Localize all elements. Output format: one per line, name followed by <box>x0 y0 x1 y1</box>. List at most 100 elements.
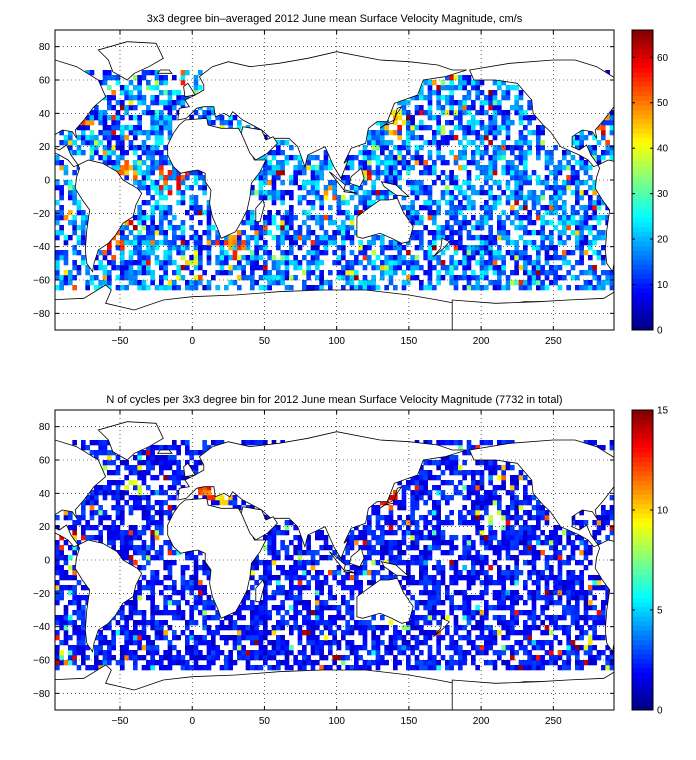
heatmap-cell <box>341 635 346 641</box>
heatmap-cell <box>510 85 515 91</box>
heatmap-cell <box>102 70 108 76</box>
heatmap-cell <box>263 660 268 666</box>
heatmap-cell <box>510 105 515 111</box>
heatmap-cell <box>453 285 459 291</box>
heatmap-cell <box>492 110 498 116</box>
heatmap-cell <box>536 180 541 186</box>
heatmap-cell <box>410 190 415 196</box>
heatmap-cell <box>488 580 493 586</box>
heatmap-cell <box>553 265 558 271</box>
heatmap-cell <box>427 645 433 651</box>
heatmap-cell <box>505 165 511 171</box>
heatmap-cell <box>510 485 515 491</box>
heatmap-cell <box>380 630 385 636</box>
heatmap-cell <box>193 565 199 571</box>
heatmap-cell <box>150 120 155 126</box>
heatmap-cell <box>206 605 212 611</box>
heatmap-cell <box>354 255 359 261</box>
heatmap-cell <box>176 285 181 291</box>
coastline <box>177 51 467 180</box>
heatmap-cell <box>185 175 190 181</box>
heatmap-cell <box>471 120 476 126</box>
heatmap-cell <box>471 570 476 576</box>
heatmap-cell <box>475 650 480 656</box>
heatmap-cell <box>523 485 528 491</box>
heatmap-cell <box>488 205 493 211</box>
heatmap-cell <box>471 545 476 551</box>
heatmap-cell <box>406 120 411 126</box>
heatmap-cell <box>371 650 376 656</box>
heatmap-cell <box>323 600 329 606</box>
heatmap-cell <box>445 160 450 166</box>
heatmap-cell <box>388 150 394 156</box>
heatmap-cell <box>189 665 194 671</box>
heatmap-cell <box>475 485 480 491</box>
heatmap-cell <box>59 255 64 261</box>
heatmap-cell <box>250 210 255 216</box>
heatmap-cell <box>484 285 489 291</box>
heatmap-cell <box>471 480 476 486</box>
heatmap-cell <box>154 125 160 131</box>
heatmap-cell <box>206 445 212 451</box>
heatmap-cell <box>107 125 112 131</box>
heatmap-cell <box>267 210 272 216</box>
heatmap-cell <box>471 235 476 241</box>
heatmap-cell <box>193 80 199 86</box>
heatmap-cell <box>250 220 255 226</box>
heatmap-cell <box>267 595 272 601</box>
heatmap-cell <box>436 560 441 566</box>
heatmap-cell <box>471 160 476 166</box>
heatmap-cell <box>544 205 550 211</box>
heatmap-cell <box>410 135 415 141</box>
heatmap-cell <box>228 615 233 621</box>
heatmap-cell <box>510 525 515 531</box>
heatmap-cell <box>332 185 337 191</box>
heatmap-cell <box>211 440 216 446</box>
heatmap-cell <box>206 245 212 251</box>
heatmap-cell <box>206 280 212 286</box>
heatmap-cell <box>124 490 129 496</box>
heatmap-cell <box>163 125 168 131</box>
heatmap-cell <box>427 260 433 266</box>
heatmap-cell <box>453 625 459 631</box>
heatmap-cell <box>484 660 489 666</box>
heatmap-cell <box>81 230 86 236</box>
heatmap-cell <box>319 610 324 616</box>
heatmap-cell <box>432 160 437 166</box>
heatmap-cell <box>514 580 519 586</box>
heatmap-cell <box>367 160 372 166</box>
heatmap-cell <box>566 150 571 156</box>
heatmap-cell <box>514 575 519 581</box>
heatmap-cell <box>297 590 303 596</box>
heatmap-cell <box>336 200 342 206</box>
heatmap-cell <box>159 205 164 211</box>
heatmap-cell <box>159 610 164 616</box>
heatmap-cell <box>462 110 467 116</box>
heatmap-cell <box>380 270 385 276</box>
heatmap-cell <box>466 260 472 266</box>
heatmap-cell <box>167 205 173 211</box>
heatmap-cell <box>72 530 77 536</box>
heatmap-cell <box>466 550 472 556</box>
heatmap-cell <box>284 225 290 231</box>
heatmap-cell <box>150 585 155 591</box>
heatmap-cell <box>449 225 454 231</box>
heatmap-cell <box>466 545 472 551</box>
heatmap-cell <box>475 610 480 616</box>
heatmap-cell <box>371 545 376 551</box>
heatmap-cell <box>245 240 251 246</box>
heatmap-cell <box>410 120 415 126</box>
heatmap-cell <box>159 215 164 221</box>
heatmap-cell <box>115 120 121 126</box>
heatmap-cell <box>393 555 398 561</box>
heatmap-cell <box>401 635 407 641</box>
heatmap-cell <box>254 265 259 271</box>
heatmap-cell <box>185 440 190 446</box>
heatmap-cell <box>180 610 186 616</box>
heatmap-cell <box>440 195 446 201</box>
heatmap-cell <box>267 230 272 236</box>
heatmap-cell <box>124 260 129 266</box>
heatmap-cell <box>302 605 307 611</box>
heatmap-cell <box>458 480 463 486</box>
heatmap-cell <box>544 600 550 606</box>
